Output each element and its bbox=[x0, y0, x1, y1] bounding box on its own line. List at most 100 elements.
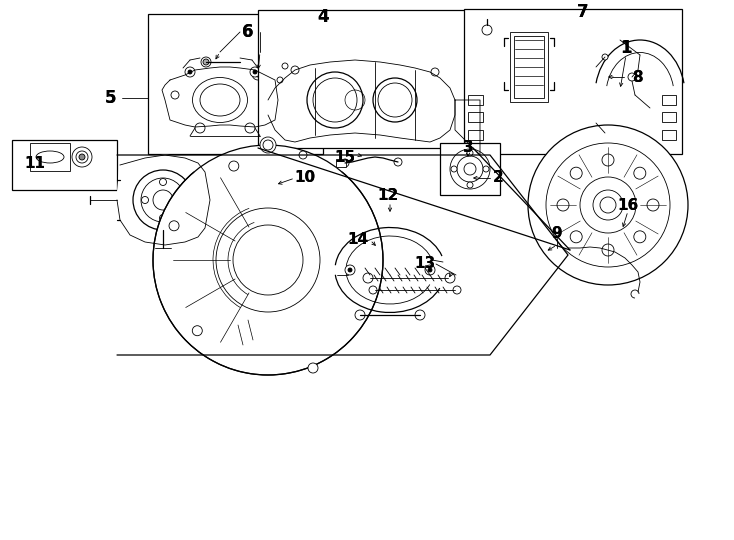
Text: 12: 12 bbox=[377, 188, 399, 204]
Circle shape bbox=[482, 25, 492, 35]
Circle shape bbox=[431, 68, 439, 76]
Circle shape bbox=[250, 67, 260, 77]
Circle shape bbox=[378, 83, 412, 117]
Text: 3: 3 bbox=[462, 139, 473, 154]
Bar bbox=[468, 112, 483, 122]
Circle shape bbox=[153, 145, 383, 375]
Text: 15: 15 bbox=[335, 151, 355, 165]
Bar bbox=[30, 143, 70, 171]
Circle shape bbox=[171, 91, 179, 99]
Circle shape bbox=[245, 123, 255, 133]
Text: 6: 6 bbox=[242, 23, 254, 41]
Circle shape bbox=[277, 77, 283, 83]
Circle shape bbox=[79, 154, 85, 160]
Circle shape bbox=[260, 137, 276, 153]
Text: 11: 11 bbox=[24, 156, 46, 171]
Text: 7: 7 bbox=[577, 3, 589, 21]
Circle shape bbox=[263, 140, 273, 150]
Circle shape bbox=[628, 73, 636, 81]
Circle shape bbox=[570, 167, 582, 179]
Text: 6: 6 bbox=[242, 23, 254, 41]
Circle shape bbox=[428, 268, 432, 272]
Circle shape bbox=[159, 214, 167, 221]
Bar bbox=[464, 9, 682, 154]
Circle shape bbox=[253, 70, 257, 74]
Text: 15: 15 bbox=[335, 151, 355, 165]
Circle shape bbox=[345, 265, 355, 275]
Circle shape bbox=[185, 67, 195, 77]
Circle shape bbox=[72, 147, 92, 167]
Polygon shape bbox=[268, 60, 455, 142]
Text: 8: 8 bbox=[632, 70, 642, 84]
Bar bbox=[662, 130, 676, 140]
Circle shape bbox=[348, 268, 352, 272]
Bar bbox=[148, 14, 323, 154]
Circle shape bbox=[153, 190, 173, 210]
Circle shape bbox=[141, 178, 185, 222]
Circle shape bbox=[457, 156, 483, 182]
Circle shape bbox=[557, 199, 569, 211]
Circle shape bbox=[195, 123, 205, 133]
Text: 13: 13 bbox=[415, 256, 435, 272]
Circle shape bbox=[451, 166, 457, 172]
Circle shape bbox=[453, 286, 461, 294]
Circle shape bbox=[178, 197, 184, 204]
Circle shape bbox=[467, 182, 473, 188]
Text: 3: 3 bbox=[462, 139, 473, 154]
Bar bbox=[662, 112, 676, 122]
Bar bbox=[514, 36, 544, 98]
Text: 7: 7 bbox=[577, 3, 589, 21]
Text: 14: 14 bbox=[347, 233, 368, 247]
Circle shape bbox=[369, 286, 377, 294]
Text: 5: 5 bbox=[104, 89, 116, 107]
Circle shape bbox=[229, 161, 239, 171]
Circle shape bbox=[252, 68, 264, 80]
Circle shape bbox=[169, 221, 179, 231]
Circle shape bbox=[600, 197, 616, 213]
Circle shape bbox=[201, 57, 211, 67]
Text: 10: 10 bbox=[294, 171, 316, 186]
Text: 13: 13 bbox=[415, 256, 435, 272]
Bar bbox=[468, 95, 483, 105]
Circle shape bbox=[394, 158, 402, 166]
Circle shape bbox=[341, 159, 349, 167]
Circle shape bbox=[580, 177, 636, 233]
Circle shape bbox=[415, 310, 425, 320]
Bar bbox=[258, 10, 473, 148]
Circle shape bbox=[355, 310, 365, 320]
Circle shape bbox=[602, 244, 614, 256]
Circle shape bbox=[570, 231, 582, 243]
Bar bbox=[12, 140, 117, 190]
Bar bbox=[662, 95, 676, 105]
Polygon shape bbox=[117, 155, 210, 245]
Circle shape bbox=[216, 208, 320, 312]
Circle shape bbox=[142, 197, 148, 204]
Circle shape bbox=[133, 170, 193, 230]
Circle shape bbox=[593, 190, 623, 220]
Text: 11: 11 bbox=[24, 156, 46, 171]
Text: 16: 16 bbox=[617, 198, 639, 213]
Text: 1: 1 bbox=[620, 39, 632, 57]
Circle shape bbox=[373, 78, 417, 122]
Circle shape bbox=[261, 91, 269, 99]
Circle shape bbox=[291, 66, 299, 74]
Circle shape bbox=[313, 78, 357, 122]
Circle shape bbox=[282, 63, 288, 69]
Ellipse shape bbox=[192, 78, 247, 123]
Text: 8: 8 bbox=[632, 70, 642, 84]
Text: 14: 14 bbox=[347, 233, 368, 247]
Bar bbox=[510, 32, 548, 102]
Text: 12: 12 bbox=[377, 188, 399, 204]
Circle shape bbox=[308, 363, 318, 373]
Circle shape bbox=[483, 166, 489, 172]
Circle shape bbox=[445, 273, 455, 283]
Circle shape bbox=[546, 143, 670, 267]
Text: 2: 2 bbox=[493, 171, 504, 186]
Circle shape bbox=[76, 151, 88, 163]
Circle shape bbox=[203, 59, 209, 65]
Circle shape bbox=[647, 199, 659, 211]
Circle shape bbox=[233, 225, 303, 295]
Bar bbox=[336, 159, 346, 167]
Circle shape bbox=[425, 265, 435, 275]
Text: 1: 1 bbox=[620, 39, 632, 57]
